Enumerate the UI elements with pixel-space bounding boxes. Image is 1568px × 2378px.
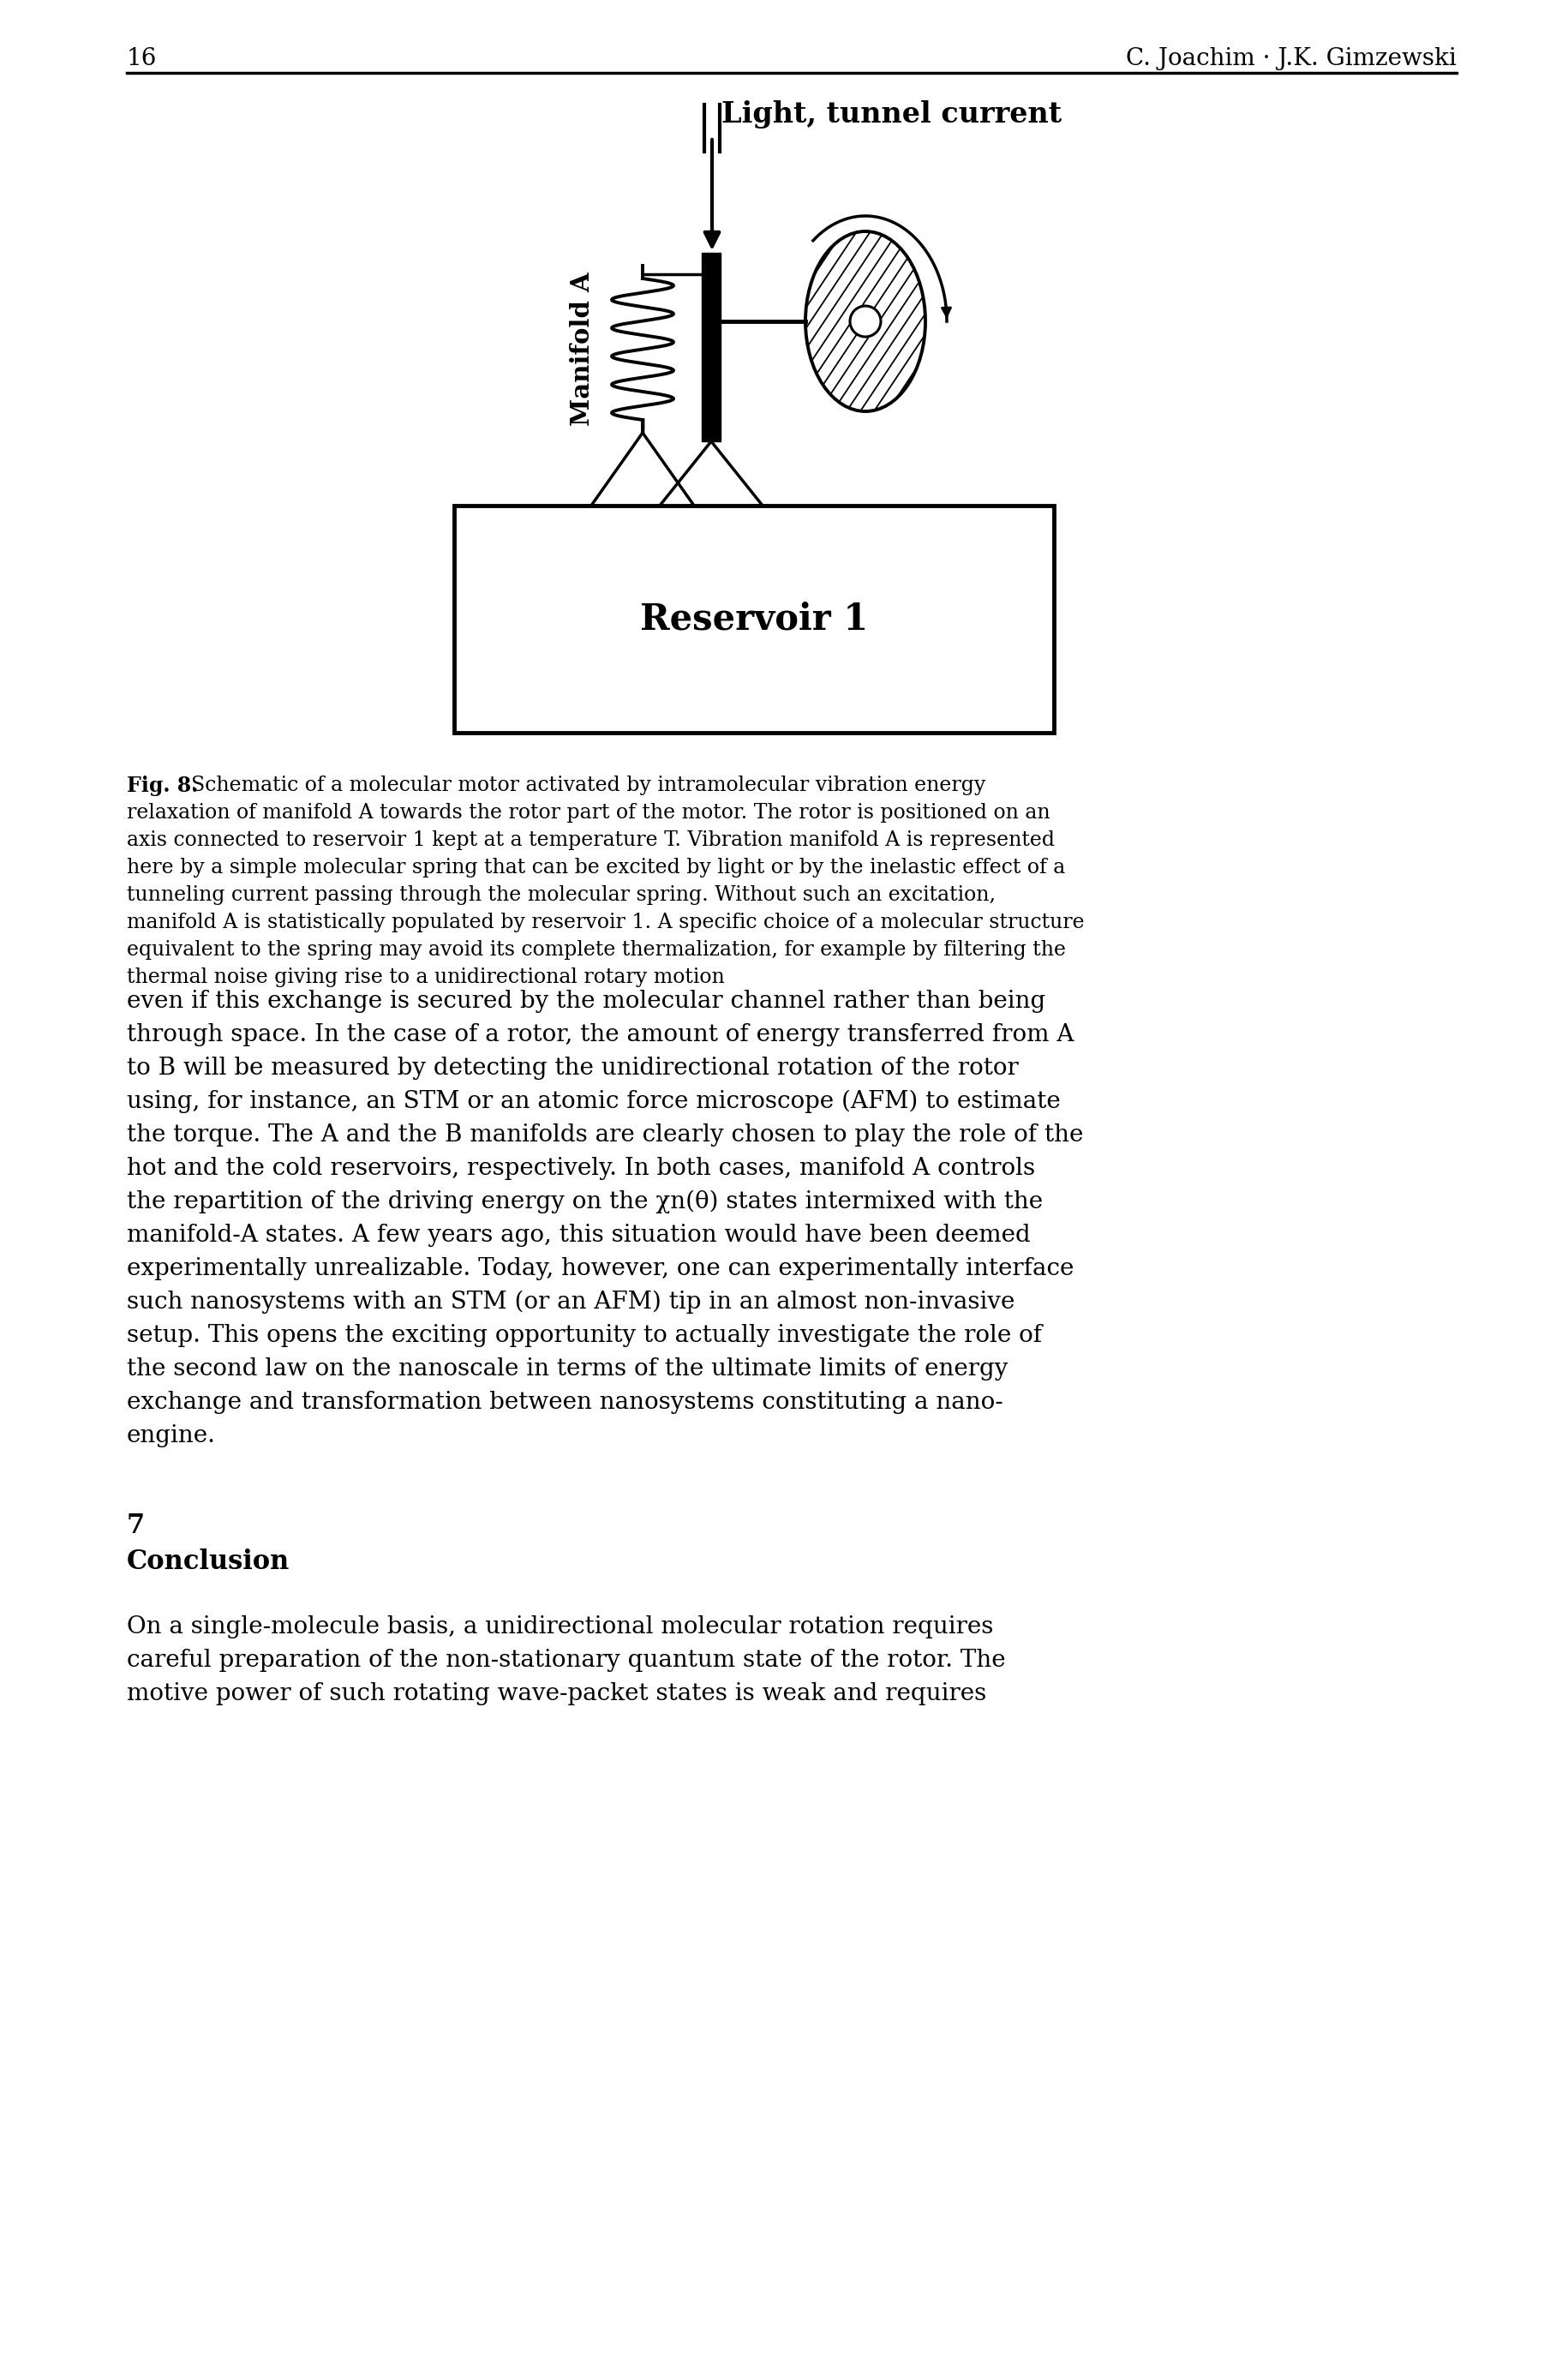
Text: hot and the cold reservoirs, respectively. In both cases, manifold A controls: hot and the cold reservoirs, respectivel… [127, 1156, 1035, 1179]
Text: such nanosystems with an STM (or an AFM) tip in an almost non-invasive: such nanosystems with an STM (or an AFM)… [127, 1291, 1014, 1315]
Bar [701, 252, 720, 442]
Text: the torque. The A and the B manifolds are clearly chosen to play the role of the: the torque. The A and the B manifolds ar… [127, 1122, 1083, 1146]
Text: to B will be measured by detecting the unidirectional rotation of the rotor: to B will be measured by detecting the u… [127, 1056, 1018, 1080]
Text: relaxation of manifold A towards the rotor part of the motor. The rotor is posit: relaxation of manifold A towards the rot… [127, 804, 1049, 823]
Text: 7: 7 [127, 1512, 144, 1539]
Bar [453, 507, 1054, 732]
Text: On a single-molecule basis, a unidirectional molecular rotation requires: On a single-molecule basis, a unidirecti… [127, 1615, 993, 1638]
Text: through space. In the case of a rotor, the amount of energy transferred from A: through space. In the case of a rotor, t… [127, 1023, 1074, 1046]
Text: Fig. 8.: Fig. 8. [127, 775, 198, 797]
Ellipse shape [804, 231, 925, 411]
Text: Conclusion: Conclusion [127, 1548, 290, 1574]
Text: 16: 16 [127, 48, 157, 71]
Text: the second law on the nanoscale in terms of the ultimate limits of energy: the second law on the nanoscale in terms… [127, 1358, 1007, 1382]
Text: even if this exchange is secured by the molecular channel rather than being: even if this exchange is secured by the … [127, 989, 1044, 1013]
Text: Manifold A: Manifold A [569, 271, 594, 426]
Text: the repartition of the driving energy on the χn(θ) states intermixed with the: the repartition of the driving energy on… [127, 1191, 1043, 1213]
Text: manifold-A states. A few years ago, this situation would have been deemed: manifold-A states. A few years ago, this… [127, 1225, 1030, 1246]
Text: thermal noise giving rise to a unidirectional rotary motion: thermal noise giving rise to a unidirect… [127, 968, 724, 987]
Text: engine.: engine. [127, 1424, 216, 1448]
Text: using, for instance, an STM or an atomic force microscope (AFM) to estimate: using, for instance, an STM or an atomic… [127, 1089, 1060, 1113]
Text: setup. This opens the exciting opportunity to actually investigate the role of: setup. This opens the exciting opportuni… [127, 1325, 1041, 1346]
Text: equivalent to the spring may avoid its complete thermalization, for example by f: equivalent to the spring may avoid its c… [127, 939, 1065, 961]
Text: here by a simple molecular spring that can be excited by light or by the inelast: here by a simple molecular spring that c… [127, 858, 1065, 877]
Text: tunneling current passing through the molecular spring. Without such an excitati: tunneling current passing through the mo… [127, 885, 996, 906]
Text: Reservoir 1: Reservoir 1 [640, 602, 867, 637]
Text: C. Joachim · J.K. Gimzewski: C. Joachim · J.K. Gimzewski [1126, 48, 1455, 71]
Text: experimentally unrealizable. Today, however, one can experimentally interface: experimentally unrealizable. Today, howe… [127, 1258, 1074, 1279]
Circle shape [850, 307, 880, 338]
Text: manifold A is statistically populated by reservoir 1. A specific choice of a mol: manifold A is statistically populated by… [127, 913, 1083, 932]
Text: axis connected to reservoir 1 kept at a temperature T. Vibration manifold A is r: axis connected to reservoir 1 kept at a … [127, 830, 1054, 849]
Text: motive power of such rotating wave-packet states is weak and requires: motive power of such rotating wave-packe… [127, 1681, 986, 1705]
Text: Schematic of a molecular motor activated by intramolecular vibration energy: Schematic of a molecular motor activated… [191, 775, 985, 794]
Text: Light, tunnel current: Light, tunnel current [721, 100, 1062, 128]
Text: careful preparation of the non-stationary quantum state of the rotor. The: careful preparation of the non-stationar… [127, 1648, 1005, 1672]
Text: exchange and transformation between nanosystems constituting a nano-: exchange and transformation between nano… [127, 1391, 1002, 1415]
